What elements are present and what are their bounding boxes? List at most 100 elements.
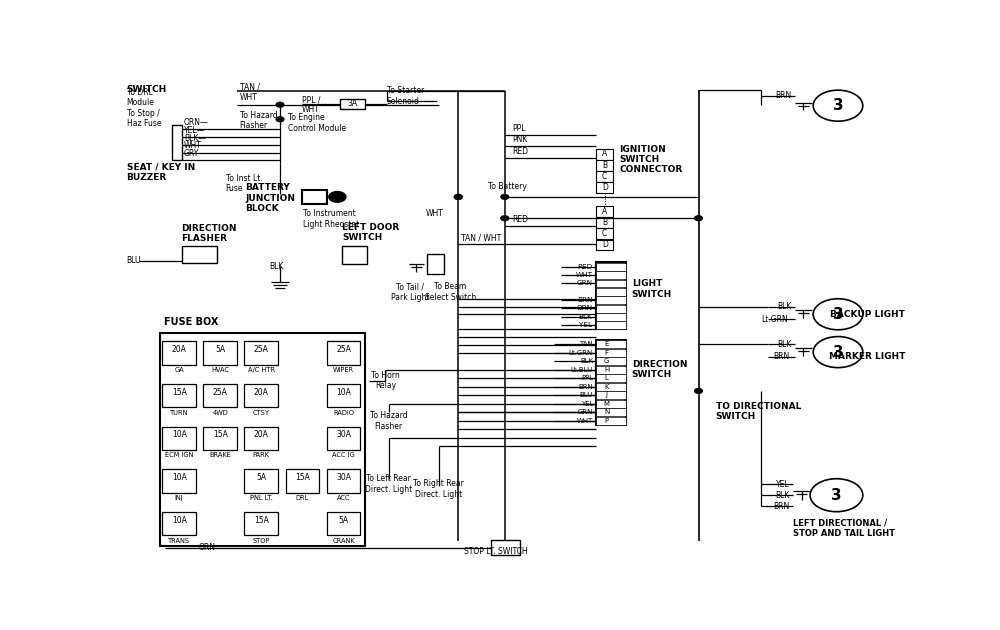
Text: 10A: 10A xyxy=(336,387,351,397)
Text: G: G xyxy=(604,358,609,364)
Bar xyxy=(327,512,360,536)
Text: PPL /
WHT: PPL / WHT xyxy=(302,95,320,115)
Circle shape xyxy=(276,117,284,122)
Text: B: B xyxy=(602,218,607,227)
Circle shape xyxy=(454,195,462,199)
Bar xyxy=(596,313,626,321)
Text: BRAKE: BRAKE xyxy=(209,452,231,458)
Bar xyxy=(596,239,613,250)
Text: P: P xyxy=(604,418,609,423)
Text: K: K xyxy=(604,384,609,390)
Text: TURN: TURN xyxy=(170,410,188,416)
Bar xyxy=(327,427,360,450)
Text: 30A: 30A xyxy=(336,473,351,482)
Text: WHT: WHT xyxy=(426,209,444,218)
Text: SWITCH: SWITCH xyxy=(127,84,167,94)
Bar xyxy=(327,469,360,493)
Bar xyxy=(596,272,626,279)
Bar xyxy=(162,341,196,365)
Bar xyxy=(596,366,626,374)
Text: B: B xyxy=(602,161,607,169)
Text: A: A xyxy=(602,149,607,158)
Text: J: J xyxy=(606,392,608,398)
Text: BRN: BRN xyxy=(578,384,593,390)
Text: To Starter
Solenoid: To Starter Solenoid xyxy=(387,86,424,106)
Text: E: E xyxy=(604,341,609,347)
Text: 3: 3 xyxy=(833,307,843,322)
Text: GRN: GRN xyxy=(578,409,593,415)
Bar xyxy=(596,349,626,357)
Text: RED: RED xyxy=(512,215,528,224)
Bar xyxy=(162,384,196,408)
Text: 10A: 10A xyxy=(172,430,187,439)
Circle shape xyxy=(329,192,346,202)
Bar xyxy=(244,341,278,365)
Bar xyxy=(162,512,196,536)
Bar xyxy=(327,384,360,408)
Bar xyxy=(244,427,278,450)
Text: YEL: YEL xyxy=(776,479,790,488)
Text: BRN: BRN xyxy=(775,91,792,100)
Text: To Left Rear
Direct. Light: To Left Rear Direct. Light xyxy=(365,474,412,494)
Text: RADIO: RADIO xyxy=(333,410,354,416)
Text: ORN—: ORN— xyxy=(184,118,209,127)
Bar xyxy=(203,384,237,408)
Text: BLK—: BLK— xyxy=(184,134,206,142)
Text: ORN: ORN xyxy=(199,543,216,552)
Text: 15A: 15A xyxy=(295,473,310,482)
Text: To Hazard
Flasher: To Hazard Flasher xyxy=(370,411,407,431)
Text: 5A: 5A xyxy=(338,516,349,525)
Bar xyxy=(162,469,196,493)
Text: BATTERY
JUNCTION
BLOCK: BATTERY JUNCTION BLOCK xyxy=(245,183,295,213)
Text: 20A: 20A xyxy=(172,345,187,354)
Bar xyxy=(596,288,626,296)
Bar xyxy=(203,341,237,365)
Text: To Instrument
Light Rheostat: To Instrument Light Rheostat xyxy=(303,210,360,229)
Text: GRY—: GRY— xyxy=(184,149,207,158)
Text: CTSY: CTSY xyxy=(253,410,270,416)
Text: BLU: BLU xyxy=(127,256,141,265)
Text: 15A: 15A xyxy=(213,430,228,439)
Bar xyxy=(160,333,365,546)
Circle shape xyxy=(813,336,863,368)
Text: 15A: 15A xyxy=(254,516,269,525)
Text: RED: RED xyxy=(512,147,528,156)
Text: 25A: 25A xyxy=(213,387,228,397)
Bar xyxy=(491,541,520,555)
Text: 20A: 20A xyxy=(254,387,269,397)
Text: GRN: GRN xyxy=(576,280,592,286)
Bar xyxy=(596,280,626,287)
Bar xyxy=(596,217,613,228)
Text: STOP: STOP xyxy=(253,537,270,544)
Text: RED: RED xyxy=(577,263,592,270)
Text: ACC IG: ACC IG xyxy=(332,452,355,458)
Bar xyxy=(596,160,613,171)
Text: TAN /
WHT: TAN / WHT xyxy=(240,83,260,102)
Bar xyxy=(596,262,626,329)
Text: BLK: BLK xyxy=(269,261,284,271)
Text: WHT—: WHT— xyxy=(184,141,209,151)
Text: To DRL
Module: To DRL Module xyxy=(127,88,154,107)
Text: To Stop /
Haz Fuse: To Stop / Haz Fuse xyxy=(127,108,161,128)
Text: BLK: BLK xyxy=(777,340,792,349)
Text: PPL: PPL xyxy=(581,375,593,381)
Text: D: D xyxy=(602,240,608,249)
Text: DIRECTION
FLASHER: DIRECTION FLASHER xyxy=(182,224,237,243)
Text: PNK: PNK xyxy=(512,135,528,144)
Text: BLK: BLK xyxy=(776,491,790,500)
Text: A: A xyxy=(602,207,607,215)
Bar xyxy=(302,190,327,203)
Bar xyxy=(596,417,626,425)
Bar xyxy=(286,469,319,493)
Text: ORN: ORN xyxy=(576,306,592,311)
Text: 5A: 5A xyxy=(215,345,225,354)
Text: 20A: 20A xyxy=(254,430,269,439)
Bar xyxy=(596,171,613,182)
Circle shape xyxy=(813,299,863,329)
Bar xyxy=(596,296,626,304)
Text: GA: GA xyxy=(174,367,184,373)
Bar xyxy=(327,341,360,365)
Text: 25A: 25A xyxy=(254,345,269,354)
Text: 5A: 5A xyxy=(256,473,266,482)
Text: C: C xyxy=(602,172,607,181)
